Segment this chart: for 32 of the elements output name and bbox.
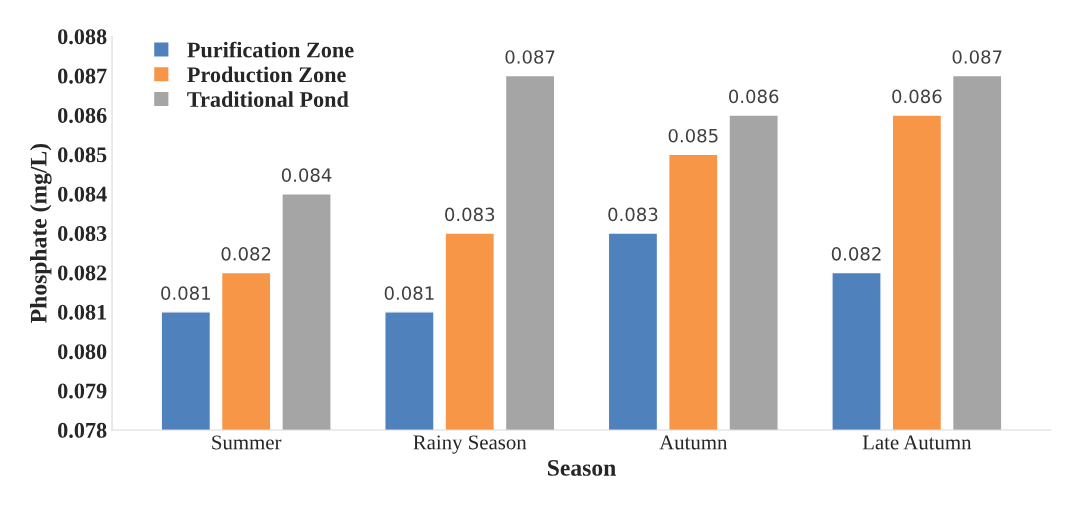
y-tick-label: 0.084 [58,186,107,202]
data-label: 0.082 [221,246,271,261]
x-tick-label: Late Autumn [862,435,972,450]
data-label: 0.084 [281,168,332,182]
data-label: 0.087 [952,50,1002,64]
x-axis-title: Season [548,460,616,476]
y-tick-label: 0.086 [58,107,107,124]
data-label: 0.086 [729,89,779,104]
data-label: 0.081 [161,286,210,300]
y-tick-label: 0.078 [58,422,107,438]
data-label: 0.081 [384,286,434,300]
data-label: 0.086 [892,89,942,104]
y-tick-label: 0.080 [58,344,107,360]
data-label: 0.087 [505,50,555,64]
x-tick-label: Autumn [659,435,728,450]
y-tick-label: 0.081 [58,304,107,320]
data-label: 0.085 [668,128,718,143]
data-label: 0.082 [831,246,881,261]
y-tick-label: 0.085 [58,147,107,163]
y-tick-label: 0.087 [58,68,107,84]
y-tick-label: 0.083 [58,226,107,242]
legend-label: Traditional Pond [187,91,349,107]
x-tick-label: Rainy Season [413,435,527,454]
x-tick-label: Summer [212,435,282,450]
y-axis-title: Phosphate (mg/L) [30,143,52,323]
y-tick-label: 0.082 [58,265,107,281]
legend-label: Production Zone [187,66,346,83]
legend-label: Purification Zone [187,41,354,58]
y-tick-label: 0.079 [58,383,107,399]
data-label: 0.083 [608,207,658,222]
y-tick-label: 0.088 [58,29,107,45]
data-label: 0.083 [445,207,495,222]
